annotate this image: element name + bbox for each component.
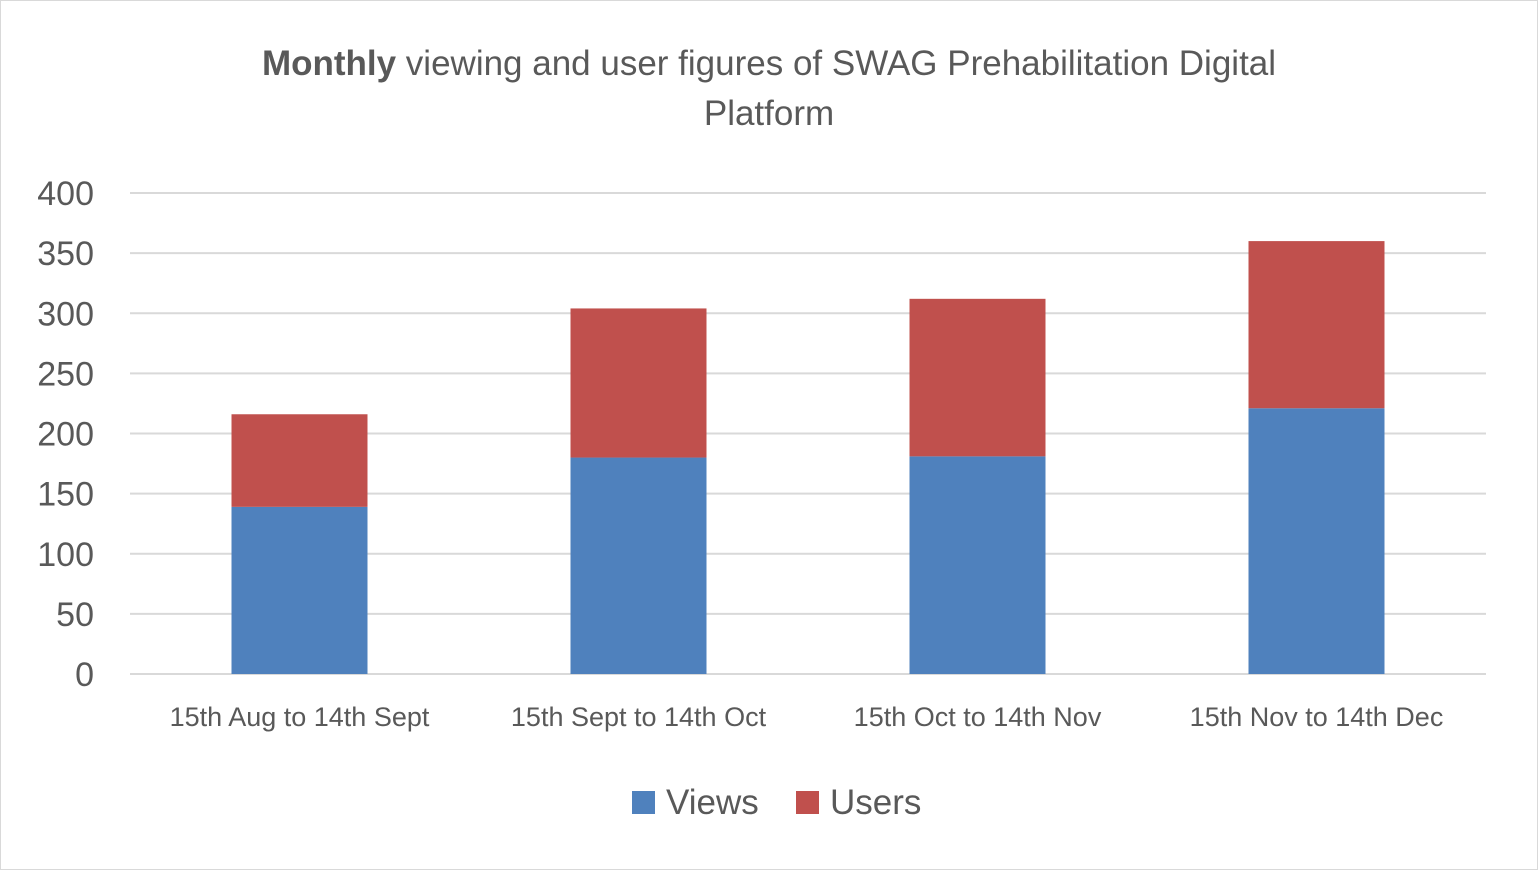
y-tick-label: 350 [37,235,94,273]
bar-views [231,506,368,674]
bar-users [570,308,707,458]
bar-views [909,456,1046,674]
y-tick-label: 100 [37,536,94,574]
y-tick-label: 50 [56,596,94,634]
legend-label-users: Users [830,783,921,822]
bar-users [909,298,1046,457]
y-tick-label: 150 [37,476,94,514]
y-tick-label: 300 [37,295,94,333]
chart-title-rest: viewing and user figures of SWAG Prehabi… [396,44,1277,133]
chart-title: Monthly viewing and user figures of SWAG… [201,39,1337,139]
y-tick-label: 400 [37,175,94,213]
y-tick-label: 0 [75,656,94,694]
x-tick-label: 15th Nov to 14th Dec [1190,702,1444,732]
x-tick-label: 15th Sept to 14th Oct [511,702,767,732]
legend-label-views: Views [666,783,759,822]
y-tick-label: 250 [37,355,94,393]
x-tick-label: 15th Oct to 14th Nov [854,702,1102,732]
chart-title-bold: Monthly [261,44,397,83]
bar-users [231,414,368,507]
legend-swatch-views [632,791,655,814]
bar-users [1248,241,1385,409]
x-tick-label: 15th Aug to 14th Sept [170,702,430,732]
bar-views [1248,408,1385,674]
y-tick-label: 200 [37,416,94,454]
bar-views [570,457,707,674]
legend-swatch-users [796,791,819,814]
